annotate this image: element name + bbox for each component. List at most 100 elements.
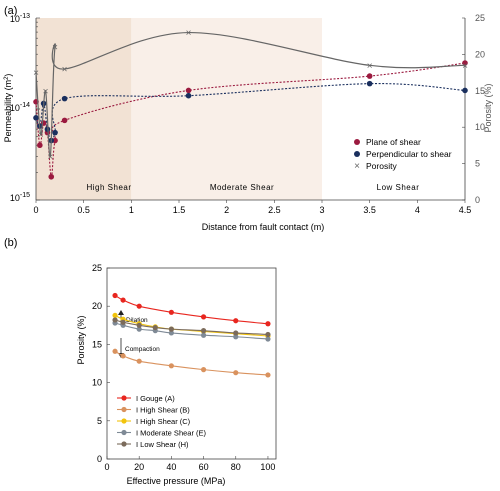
panel-a-label: (a) bbox=[4, 5, 17, 17]
x-tick-label: 60 bbox=[199, 462, 209, 472]
zone-moderate-shear bbox=[131, 18, 322, 200]
y-tick-label: 0 bbox=[97, 454, 102, 464]
panel-b-label: (b) bbox=[4, 237, 17, 249]
data-point-porosity: × bbox=[33, 68, 39, 79]
legend-label-i-high-shear-c: I High Shear (C) bbox=[136, 417, 191, 426]
data-point-perpendicular-to-shear bbox=[52, 129, 58, 136]
legend-marker-i-moderate-shear-e bbox=[121, 429, 127, 436]
data-point-i-moderate-shear-e bbox=[168, 330, 174, 336]
data-point-i-gouge-a bbox=[168, 309, 174, 315]
data-point-i-moderate-shear-e bbox=[265, 336, 271, 342]
legend-label-porosity: Porosity bbox=[366, 161, 397, 171]
x-tick-label: 3.5 bbox=[363, 205, 376, 215]
legend-marker-i-high-shear-b bbox=[121, 406, 127, 413]
data-point-i-gouge-a bbox=[120, 297, 126, 303]
legend-marker-porosity: × bbox=[354, 161, 360, 172]
panel-a-series: ×××××××× × bbox=[33, 28, 468, 180]
data-point-perpendicular-to-shear bbox=[33, 115, 39, 121]
data-point-i-low-shear-h bbox=[120, 319, 126, 325]
right-tick-label: 10 bbox=[475, 122, 485, 132]
legend-marker-i-gouge-a bbox=[121, 395, 127, 401]
data-point-porosity: × bbox=[52, 43, 58, 54]
right-tick-label: 25 bbox=[475, 13, 485, 23]
x-tick-label: 1 bbox=[129, 205, 134, 215]
data-point-perpendicular-to-shear bbox=[185, 92, 192, 99]
data-point-i-moderate-shear-e bbox=[233, 334, 239, 340]
data-point-porosity: × bbox=[367, 61, 373, 72]
data-point-perpendicular-to-shear bbox=[61, 95, 68, 102]
x-tick-label: 2 bbox=[224, 205, 229, 215]
legend-marker-i-low-shear-h bbox=[121, 441, 127, 447]
data-point-i-gouge-a bbox=[233, 318, 239, 324]
data-point-porosity: × bbox=[462, 61, 468, 72]
x-tick-label: 0 bbox=[33, 205, 38, 215]
data-point-porosity: × bbox=[43, 86, 49, 97]
x-tick-label: 4.5 bbox=[459, 205, 472, 215]
data-point-plane-of-shear bbox=[366, 73, 373, 79]
legend-marker-perpendicular bbox=[354, 151, 360, 157]
data-point-i-gouge-a bbox=[136, 303, 142, 309]
data-point-plane-of-shear bbox=[185, 87, 192, 94]
zone-label-moderate: Moderate Shear bbox=[210, 183, 274, 192]
data-point-i-gouge-a bbox=[200, 314, 207, 320]
x-tick-label: 2.5 bbox=[268, 205, 281, 215]
panel-a-legend: Plane of shear Perpendicular to shear × … bbox=[354, 137, 452, 172]
legend-marker-plane bbox=[354, 139, 360, 145]
right-tick-label: 20 bbox=[475, 49, 485, 59]
legend-label-perpendicular: Perpendicular to shear bbox=[366, 149, 452, 159]
data-point-i-gouge-a bbox=[112, 292, 118, 299]
data-point-i-low-shear-h bbox=[265, 331, 271, 338]
legend-label-plane: Plane of shear bbox=[366, 137, 421, 147]
x-tick-label: 100 bbox=[260, 462, 275, 472]
legend-label-i-gouge-a: I Gouge (A) bbox=[136, 394, 175, 403]
data-point-i-high-shear-b bbox=[233, 370, 239, 376]
dilation-label: Dilation bbox=[126, 317, 148, 324]
data-point-i-low-shear-h bbox=[168, 326, 174, 332]
data-point-i-moderate-shear-e bbox=[200, 332, 207, 338]
data-point-i-high-shear-b bbox=[120, 353, 126, 359]
data-point-plane-of-shear bbox=[48, 173, 55, 180]
data-point-porosity: × bbox=[38, 130, 44, 141]
y-tick-1e-13: 10-13 bbox=[10, 13, 30, 24]
data-point-porosity: × bbox=[47, 152, 53, 163]
data-point-i-high-shear-b bbox=[112, 348, 118, 354]
panel-b-axes: 0 5 10 15 20 25 0 20 40 60 80 100 bbox=[92, 263, 277, 472]
right-tick-label: 0 bbox=[475, 195, 480, 205]
x-tick-label: 1.5 bbox=[173, 205, 186, 215]
x-tick-label: 4 bbox=[415, 205, 420, 215]
panel-b-legend: I Gouge (A) I High Shear (B) I High Shear … bbox=[117, 394, 207, 449]
y-tick-1e-14: 10-14 bbox=[10, 102, 30, 113]
x-tick-label: 0.5 bbox=[77, 205, 90, 215]
y-tick-label: 20 bbox=[92, 301, 102, 311]
right-tick-label: 15 bbox=[475, 86, 485, 96]
data-point-plane-of-shear bbox=[37, 142, 43, 149]
y-tick-label: 5 bbox=[97, 416, 102, 426]
data-point-i-low-shear-h bbox=[200, 328, 207, 334]
x-tick-label: 0 bbox=[104, 462, 109, 472]
x-tick-label: 40 bbox=[166, 462, 176, 472]
data-point-i-low-shear-h bbox=[152, 324, 158, 331]
data-point-i-moderate-shear-e bbox=[136, 326, 142, 332]
data-point-i-gouge-a bbox=[265, 321, 271, 327]
data-point-perpendicular-to-shear bbox=[462, 87, 468, 94]
legend-label-i-high-shear-b: I High Shear (B) bbox=[136, 406, 190, 415]
compaction-label: Compaction bbox=[125, 346, 160, 353]
x-tick-label: 80 bbox=[231, 462, 241, 472]
y-axis-title-permeability: Permeability (m2) bbox=[3, 74, 13, 143]
data-point-i-low-shear-h bbox=[136, 322, 142, 328]
y-tick-1e-15: 10-15 bbox=[10, 192, 30, 203]
data-point-plane-of-shear bbox=[462, 60, 468, 66]
y-tick-label: 15 bbox=[92, 339, 102, 349]
data-point-porosity: × bbox=[62, 64, 68, 75]
data-point-porosity: × bbox=[186, 28, 192, 39]
panel-b-frame bbox=[106, 267, 277, 460]
x-tick-label: 3 bbox=[319, 205, 324, 215]
zone-label-low: Low Shear bbox=[377, 183, 420, 192]
data-point-perpendicular-to-shear bbox=[366, 80, 373, 87]
x-axis-title-distance: Distance from fault contact (m) bbox=[202, 222, 325, 232]
zone-high-shear bbox=[36, 18, 132, 200]
